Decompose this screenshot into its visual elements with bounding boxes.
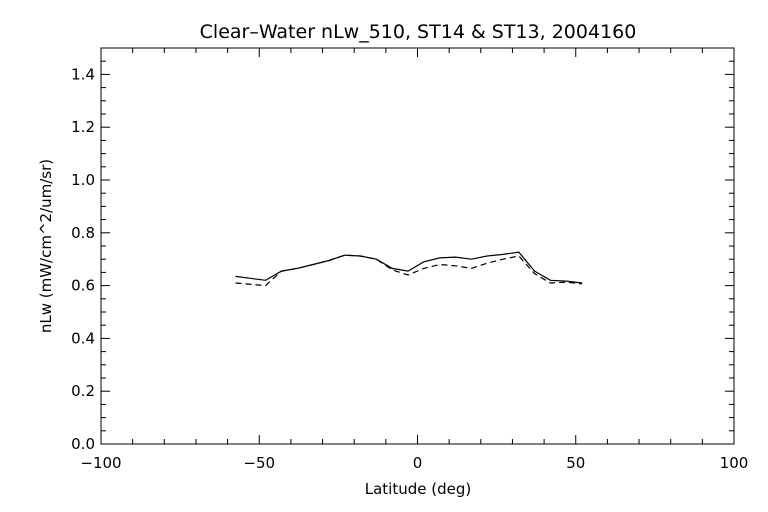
- series-line-dashed: [235, 254, 583, 287]
- axes-group: −100 −50 0 50 100 0.0 0.2 0.4 0.6 0.8 1.0 1.2 1.4: [71, 47, 749, 472]
- y-tick-label: 0.4: [71, 329, 95, 347]
- y-tick-label: 0.2: [71, 382, 95, 400]
- x-tick-label: 50: [566, 454, 585, 472]
- x-tick-label: 0: [413, 454, 423, 472]
- y-tick-label: 1.0: [71, 171, 95, 189]
- series-layer: [235, 251, 583, 287]
- chart-title: Clear–Water nLw_510, ST14 & ST13, 200416…: [200, 21, 637, 43]
- plot-frame: [100, 47, 735, 445]
- y-tick-label: 1.2: [71, 118, 95, 136]
- y-tick-label: 0.0: [71, 435, 95, 453]
- x-tick-label: −50: [243, 454, 275, 472]
- y-tick-label: 1.4: [71, 65, 95, 83]
- x-tick-label: −100: [80, 454, 121, 472]
- x-tick-label: 100: [720, 454, 749, 472]
- series-line-solid: [235, 251, 583, 284]
- x-axis-label: Latitude (deg): [365, 480, 471, 498]
- y-axis-label: nLw (mW/cm^2/um/sr): [37, 159, 55, 333]
- y-tick-label: 0.6: [71, 277, 95, 295]
- y-tick-label: 0.8: [71, 224, 95, 242]
